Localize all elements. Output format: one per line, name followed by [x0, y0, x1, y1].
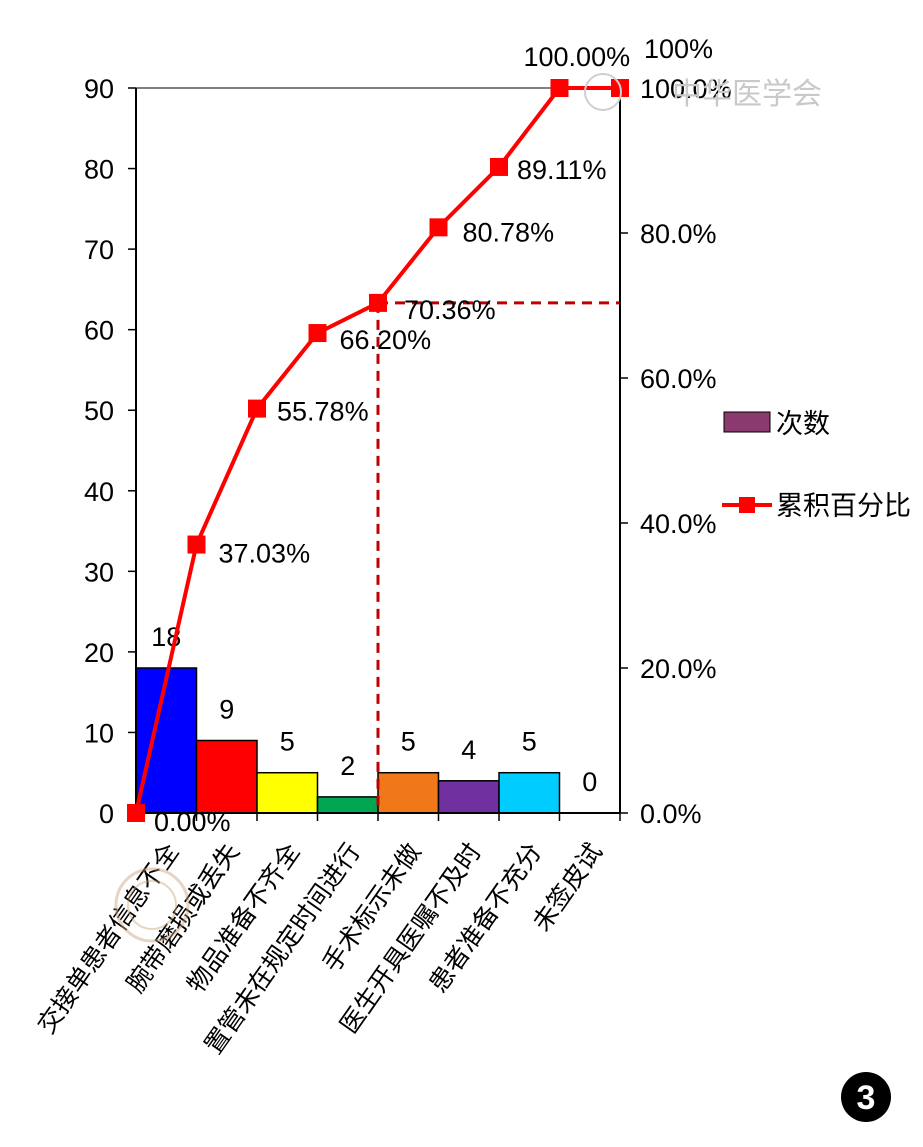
left-tick-label: 70: [84, 235, 114, 265]
left-tick-label: 40: [84, 477, 114, 507]
cumulative-label: 100.00%: [524, 42, 631, 72]
left-tick-label: 30: [84, 557, 114, 587]
cumulative-point: [248, 399, 266, 418]
cumulative-point: [308, 324, 327, 343]
cumulative-label: 66.20%: [340, 325, 432, 355]
bar-value-label: 0: [582, 767, 597, 797]
legend-line-marker: [739, 497, 755, 513]
bar-value-label: 2: [340, 751, 355, 781]
cumulative-label: 70.36%: [404, 295, 496, 325]
cumulative-label: 37.03%: [219, 539, 311, 569]
bar-value-label: 5: [401, 727, 416, 757]
right-tick-label: 40.0%: [640, 509, 717, 539]
cumulative-polyline: [134, 86, 620, 814]
bar-value-label: 9: [219, 695, 234, 725]
bar: [256, 771, 319, 814]
watermark-seal-bottom: [114, 867, 190, 943]
bar: [377, 771, 440, 814]
right-tick-label: 80.0%: [640, 219, 717, 249]
watermark-text: 中华医学会: [672, 77, 822, 112]
left-tick-label: 80: [84, 155, 114, 185]
bar: [195, 739, 258, 814]
bar-value-label: 5: [522, 727, 537, 757]
cumulative-label: 80.78%: [463, 217, 555, 247]
legend-line-label: 累积百分比: [776, 491, 911, 522]
cumulative-line: [127, 79, 629, 822]
bar-value-label: 5: [280, 727, 295, 757]
legend-bar-label: 次数: [776, 409, 830, 440]
cumulative-point: [550, 79, 569, 97]
bar: [498, 771, 561, 814]
category-labels: 交接单患者信息不全腕带磨损或丢失物品准备不齐全置管未在规定时间进行手术标示未做医…: [32, 838, 608, 1059]
legend-bar-swatch: [723, 411, 771, 433]
right-tick-label: 0.0%: [640, 799, 702, 829]
cumulative-point: [187, 535, 206, 554]
bar: [135, 667, 198, 814]
cumulative-label: 0.00%: [154, 807, 231, 837]
cumulative-point: [127, 804, 145, 822]
figure-number: 3: [857, 1079, 876, 1117]
left-tick-label: 60: [84, 316, 114, 346]
right-tick-label: 60.0%: [640, 364, 717, 394]
left-tick-label: 90: [84, 74, 114, 104]
left-tick-label: 0: [99, 799, 114, 829]
bar-value-label: 4: [461, 735, 476, 765]
right-tick-label: 100.0%: [640, 74, 732, 104]
cumulative-label: 89.11%: [517, 155, 607, 185]
bar: [437, 780, 500, 814]
left-tick-label: 10: [84, 718, 114, 748]
left-axis-ticks: 0 10 20 30 40 50 60 70 80 90: [84, 74, 136, 829]
right-axis-ticks: 0.0% 20.0% 40.0% 60.0% 80.0% 100.0% 100%: [620, 34, 732, 829]
cumulative-point: [429, 218, 448, 237]
left-tick-label: 50: [84, 396, 114, 426]
threshold-guides: [376, 301, 620, 813]
cumulative-point: [490, 157, 508, 176]
watermark-seal: [584, 73, 622, 111]
cumulative-labels: 0.00% 37.03% 55.78% 66.20%70.36% 80.78% 89.11…: [154, 42, 630, 837]
cumulative-point: [369, 293, 387, 312]
figure-badge: 3: [841, 1072, 891, 1122]
axes: [135, 87, 621, 821]
legend: 次数 累积百分比: [722, 409, 911, 522]
bar: [316, 796, 379, 814]
watermark-top: 中华医学会: [584, 73, 822, 112]
cumulative-label: 55.78%: [277, 397, 369, 427]
right-tick-label: 20.0%: [640, 654, 717, 684]
bars-group: [135, 667, 561, 814]
right-axis-top-label: 100%: [644, 34, 713, 64]
left-tick-label: 20: [84, 638, 114, 668]
